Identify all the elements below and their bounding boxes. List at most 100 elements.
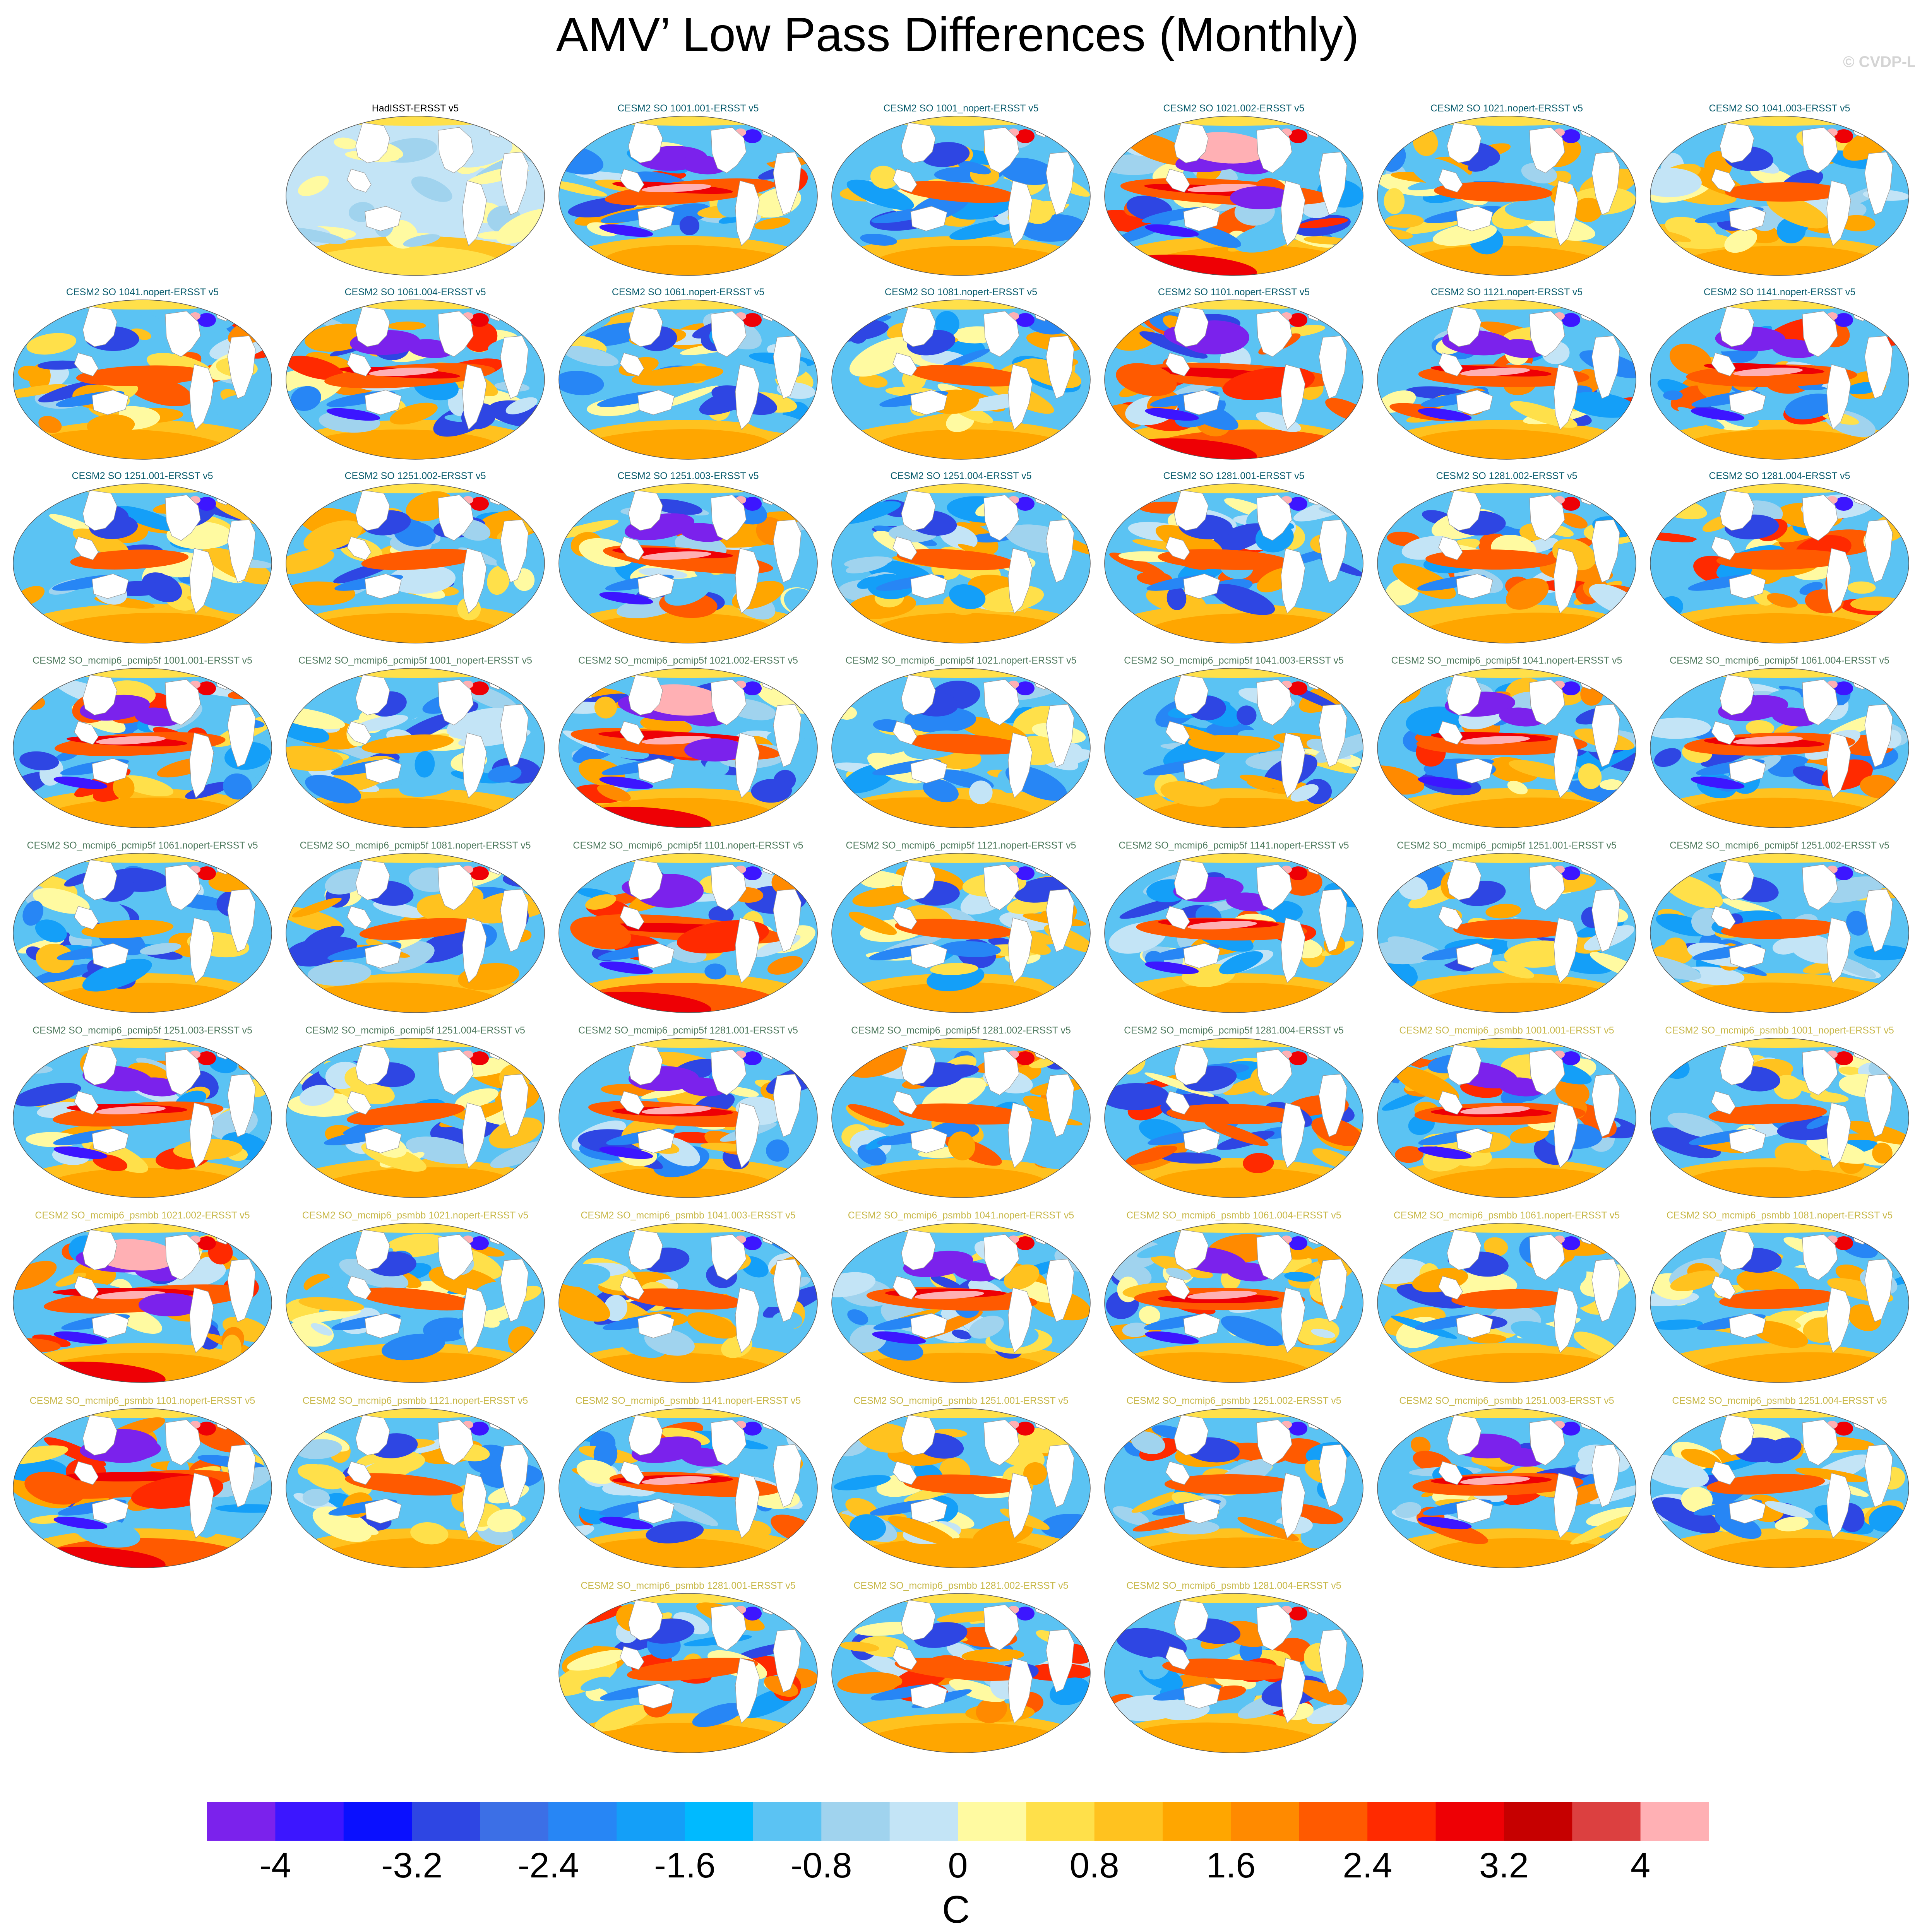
sst-difference-map (1104, 1038, 1363, 1198)
sst-difference-map (558, 1408, 818, 1568)
colorbar-swatch (889, 1802, 958, 1841)
panel-label: CESM2 SO_mcmip6_pcmip5f 1281.002-ERSST v… (851, 1025, 1071, 1036)
panel-label: CESM2 SO_mcmip6_psmbb 1251.002-ERSST v5 (1126, 1395, 1341, 1406)
sst-difference-map (558, 853, 818, 1013)
panel-label: CESM2 SO 1021.nopert-ERSST v5 (1430, 103, 1583, 114)
sst-difference-map (831, 299, 1091, 460)
map-panel: CESM2 SO 1281.002-ERSST v5 (1372, 470, 1641, 646)
panel-label: CESM2 SO_mcmip6_psmbb 1021.002-ERSST v5 (35, 1210, 250, 1221)
sst-difference-map (1377, 853, 1636, 1013)
colorbar-swatch (207, 1802, 276, 1841)
sst-difference-map (1377, 1223, 1636, 1383)
map-panel: CESM2 SO_mcmip6_pcmip5f 1251.003-ERSST v… (8, 1025, 277, 1201)
colorbar-swatch (1504, 1802, 1572, 1841)
map-panel: CESM2 SO 1041.003-ERSST v5 (1645, 103, 1914, 279)
colorbar-units: C (942, 1888, 970, 1931)
map-panel: CESM2 SO 1101.nopert-ERSST v5 (1099, 286, 1369, 462)
sst-difference-map (558, 483, 818, 643)
map-panel: CESM2 SO_mcmip6_pcmip5f 1001.001-ERSST v… (8, 655, 277, 831)
map-panel: CESM2 SO 1081.nopert-ERSST v5 (826, 286, 1096, 462)
sst-difference-map (1104, 668, 1363, 828)
panel-label: CESM2 SO 1021.002-ERSST v5 (1163, 103, 1305, 114)
map-panel: CESM2 SO_mcmip6_pcmip5f 1001_nopert-ERSS… (281, 655, 550, 831)
map-panel: CESM2 SO_mcmip6_pcmip5f 1041.003-ERSST v… (1099, 655, 1369, 831)
colorbar: -4 -3.2 -2.4 -1.6 -0.8 0 0.8 1.6 2.4 3.2 4 (207, 1802, 1709, 1883)
sst-difference-map (1650, 483, 1909, 643)
panel-label: CESM2 SO_mcmip6_psmbb 1021.nopert-ERSST … (302, 1210, 529, 1221)
map-panel: CESM2 SO_mcmip6_psmbb 1061.004-ERSST v5 (1099, 1210, 1369, 1386)
map-panel: CESM2 SO_mcmip6_psmbb 1281.004-ERSST v5 (1099, 1580, 1369, 1756)
map-panel: CESM2 SO 1001.001-ERSST v5 (553, 103, 823, 279)
map-panel: CESM2 SO 1281.004-ERSST v5 (1645, 470, 1914, 646)
panel-label: CESM2 SO_mcmip6_psmbb 1251.003-ERSST v5 (1399, 1395, 1614, 1406)
map-panel: CESM2 SO 1141.nopert-ERSST v5 (1645, 286, 1914, 462)
sst-difference-map (13, 1223, 272, 1383)
sst-difference-map (831, 483, 1091, 643)
sst-difference-map (286, 1038, 545, 1198)
map-panel: CESM2 SO_mcmip6_pcmip5f 1251.004-ERSST v… (281, 1025, 550, 1201)
sst-difference-map (13, 483, 272, 643)
map-panel: CESM2 SO_mcmip6_pcmip5f 1281.004-ERSST v… (1099, 1025, 1369, 1201)
colorbar-tick-label: -3.2 (381, 1846, 443, 1883)
panel-label: CESM2 SO_mcmip6_pcmip5f 1061.nopert-ERSS… (27, 840, 258, 851)
sst-difference-map (1650, 1408, 1909, 1568)
sst-difference-map (558, 1038, 818, 1198)
map-panel: CESM2 SO_mcmip6_pcmip5f 1061.nopert-ERSS… (8, 840, 277, 1016)
map-panel: CESM2 SO_mcmip6_psmbb 1021.002-ERSST v5 (8, 1210, 277, 1386)
sst-difference-map (13, 668, 272, 828)
colorbar-swatch (617, 1802, 685, 1841)
sst-difference-map (13, 1408, 272, 1568)
sst-difference-map (1377, 116, 1636, 276)
panel-label: CESM2 SO 1061.nopert-ERSST v5 (611, 287, 765, 298)
map-panel: CESM2 SO_mcmip6_psmbb 1041.nopert-ERSST … (826, 1210, 1096, 1386)
colorbar-swatch (1640, 1802, 1709, 1841)
colorbar-swatch (821, 1802, 890, 1841)
panel-label: CESM2 SO_mcmip6_psmbb 1251.001-ERSST v5 (853, 1395, 1069, 1406)
sst-difference-map (286, 299, 545, 460)
sst-difference-map (831, 668, 1091, 828)
colorbar-tick-label: 0.8 (1070, 1846, 1119, 1883)
map-panel: CESM2 SO_mcmip6_psmbb 1061.nopert-ERSST … (1372, 1210, 1641, 1386)
sst-difference-map (1104, 1223, 1363, 1383)
map-panel: CESM2 SO_mcmip6_pcmip5f 1251.002-ERSST v… (1645, 840, 1914, 1016)
panel-label: CESM2 SO_mcmip6_psmbb 1121.nopert-ERSST … (302, 1395, 528, 1406)
sst-difference-map (1650, 1223, 1909, 1383)
colorbar-swatch (275, 1802, 344, 1841)
panel-label: CESM2 SO 1281.001-ERSST v5 (1163, 471, 1305, 481)
map-panel: CESM2 SO_mcmip6_psmbb 1141.nopert-ERSST … (553, 1395, 823, 1571)
colorbar-swatch (1367, 1802, 1436, 1841)
colorbar-swatch (548, 1802, 617, 1841)
map-panel: CESM2 SO_mcmip6_psmbb 1281.001-ERSST v5 (553, 1580, 823, 1756)
panel-label: CESM2 SO 1251.004-ERSST v5 (890, 471, 1032, 481)
panel-label: CESM2 SO_mcmip6_psmbb 1251.004-ERSST v5 (1672, 1395, 1887, 1406)
sst-difference-map (286, 1223, 545, 1383)
colorbar-tick-label: 1.6 (1206, 1846, 1256, 1883)
map-panel: CESM2 SO_mcmip6_psmbb 1251.003-ERSST v5 (1372, 1395, 1641, 1571)
panel-label: CESM2 SO_mcmip6_pcmip5f 1001.001-ERSST v… (33, 655, 252, 666)
map-panel: CESM2 SO 1001_nopert-ERSST v5 (826, 103, 1096, 279)
map-panel: CESM2 SO_mcmip6_psmbb 1251.004-ERSST v5 (1645, 1395, 1914, 1571)
sst-difference-map (1650, 853, 1909, 1013)
panel-label: CESM2 SO_mcmip6_pcmip5f 1121.nopert-ERSS… (846, 840, 1076, 851)
panel-label: CESM2 SO_mcmip6_psmbb 1081.nopert-ERSST … (1666, 1210, 1893, 1221)
panel-label: CESM2 SO_mcmip6_pcmip5f 1281.001-ERSST v… (578, 1025, 798, 1036)
panel-label: CESM2 SO_mcmip6_pcmip5f 1021.002-ERSST v… (578, 655, 798, 666)
map-panel: CESM2 SO 1121.nopert-ERSST v5 (1372, 286, 1641, 462)
map-panel: CESM2 SO_mcmip6_psmbb 1021.nopert-ERSST … (281, 1210, 550, 1386)
panel-label: CESM2 SO 1001.001-ERSST v5 (617, 103, 759, 114)
colorbar-swatch (1163, 1802, 1231, 1841)
map-panel: CESM2 SO 1281.001-ERSST v5 (1099, 470, 1369, 646)
colorbar-swatch (753, 1802, 822, 1841)
sst-difference-map (558, 668, 818, 828)
colorbar-tick-label: 4 (1631, 1846, 1650, 1883)
panel-label: CESM2 SO_mcmip6_pcmip5f 1251.003-ERSST v… (33, 1025, 252, 1036)
map-panel: CESM2 SO_mcmip6_psmbb 1251.001-ERSST v5 (826, 1395, 1096, 1571)
map-panel: HadISST-ERSST v5 (281, 103, 550, 279)
sst-difference-map (13, 853, 272, 1013)
sst-difference-map (286, 1408, 545, 1568)
map-panel: CESM2 SO 1041.nopert-ERSST v5 (8, 286, 277, 462)
map-panel: CESM2 SO 1251.002-ERSST v5 (281, 470, 550, 646)
map-panel: CESM2 SO_mcmip6_psmbb 1041.003-ERSST v5 (553, 1210, 823, 1386)
colorbar-swatch (958, 1802, 1026, 1841)
sst-difference-map (1104, 1408, 1363, 1568)
